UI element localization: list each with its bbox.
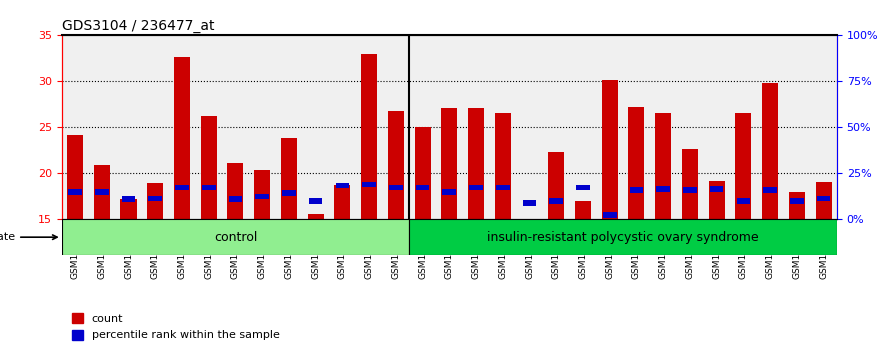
Bar xyxy=(147,183,163,219)
Bar xyxy=(67,135,83,219)
Bar xyxy=(468,108,484,219)
Bar xyxy=(388,111,403,219)
Bar xyxy=(68,189,82,195)
Text: control: control xyxy=(214,231,257,244)
Bar xyxy=(416,184,429,190)
Bar xyxy=(790,198,803,204)
Bar xyxy=(816,182,832,219)
FancyBboxPatch shape xyxy=(62,219,409,255)
Bar xyxy=(255,194,269,199)
Legend: count, percentile rank within the sample: count, percentile rank within the sample xyxy=(67,309,284,345)
Bar xyxy=(282,190,296,195)
Bar xyxy=(602,80,618,219)
Bar xyxy=(683,187,697,193)
Bar xyxy=(202,184,216,190)
Bar xyxy=(737,198,751,204)
Bar xyxy=(495,113,511,219)
Text: disease state: disease state xyxy=(0,232,57,242)
Text: insulin-resistant polycystic ovary syndrome: insulin-resistant polycystic ovary syndr… xyxy=(487,231,759,244)
Bar xyxy=(201,116,217,219)
Bar xyxy=(307,214,323,219)
Bar xyxy=(603,212,617,218)
Bar xyxy=(281,138,297,219)
Bar xyxy=(655,113,671,219)
Bar xyxy=(441,108,457,219)
Bar xyxy=(788,192,805,219)
Bar xyxy=(736,113,751,219)
Bar xyxy=(229,196,242,202)
Bar xyxy=(656,186,670,192)
Bar xyxy=(522,219,537,255)
Bar xyxy=(335,184,351,219)
Bar xyxy=(361,54,377,219)
Bar xyxy=(682,149,698,219)
Bar xyxy=(817,195,831,201)
Bar xyxy=(174,57,190,219)
Bar xyxy=(548,152,564,219)
Bar xyxy=(227,163,243,219)
Bar xyxy=(550,198,563,204)
Bar xyxy=(628,107,645,219)
Bar xyxy=(522,200,537,206)
Bar xyxy=(122,196,136,202)
Bar xyxy=(95,189,108,195)
Text: GDS3104 / 236477_at: GDS3104 / 236477_at xyxy=(62,19,214,33)
Bar xyxy=(442,189,456,195)
FancyBboxPatch shape xyxy=(409,219,837,255)
Bar xyxy=(254,170,270,219)
Bar xyxy=(470,184,483,190)
Bar xyxy=(148,195,162,201)
Bar xyxy=(708,181,725,219)
Bar xyxy=(576,184,589,190)
Bar xyxy=(362,182,376,187)
Bar xyxy=(630,187,643,193)
Bar xyxy=(309,198,322,204)
Bar xyxy=(336,183,349,188)
Bar xyxy=(121,199,137,219)
Bar xyxy=(710,186,723,192)
Bar xyxy=(496,184,509,190)
Bar xyxy=(389,184,403,190)
Bar xyxy=(575,201,591,219)
Bar xyxy=(763,187,777,193)
Bar xyxy=(415,127,431,219)
Bar xyxy=(762,83,778,219)
Bar xyxy=(175,184,189,190)
Bar xyxy=(93,165,110,219)
